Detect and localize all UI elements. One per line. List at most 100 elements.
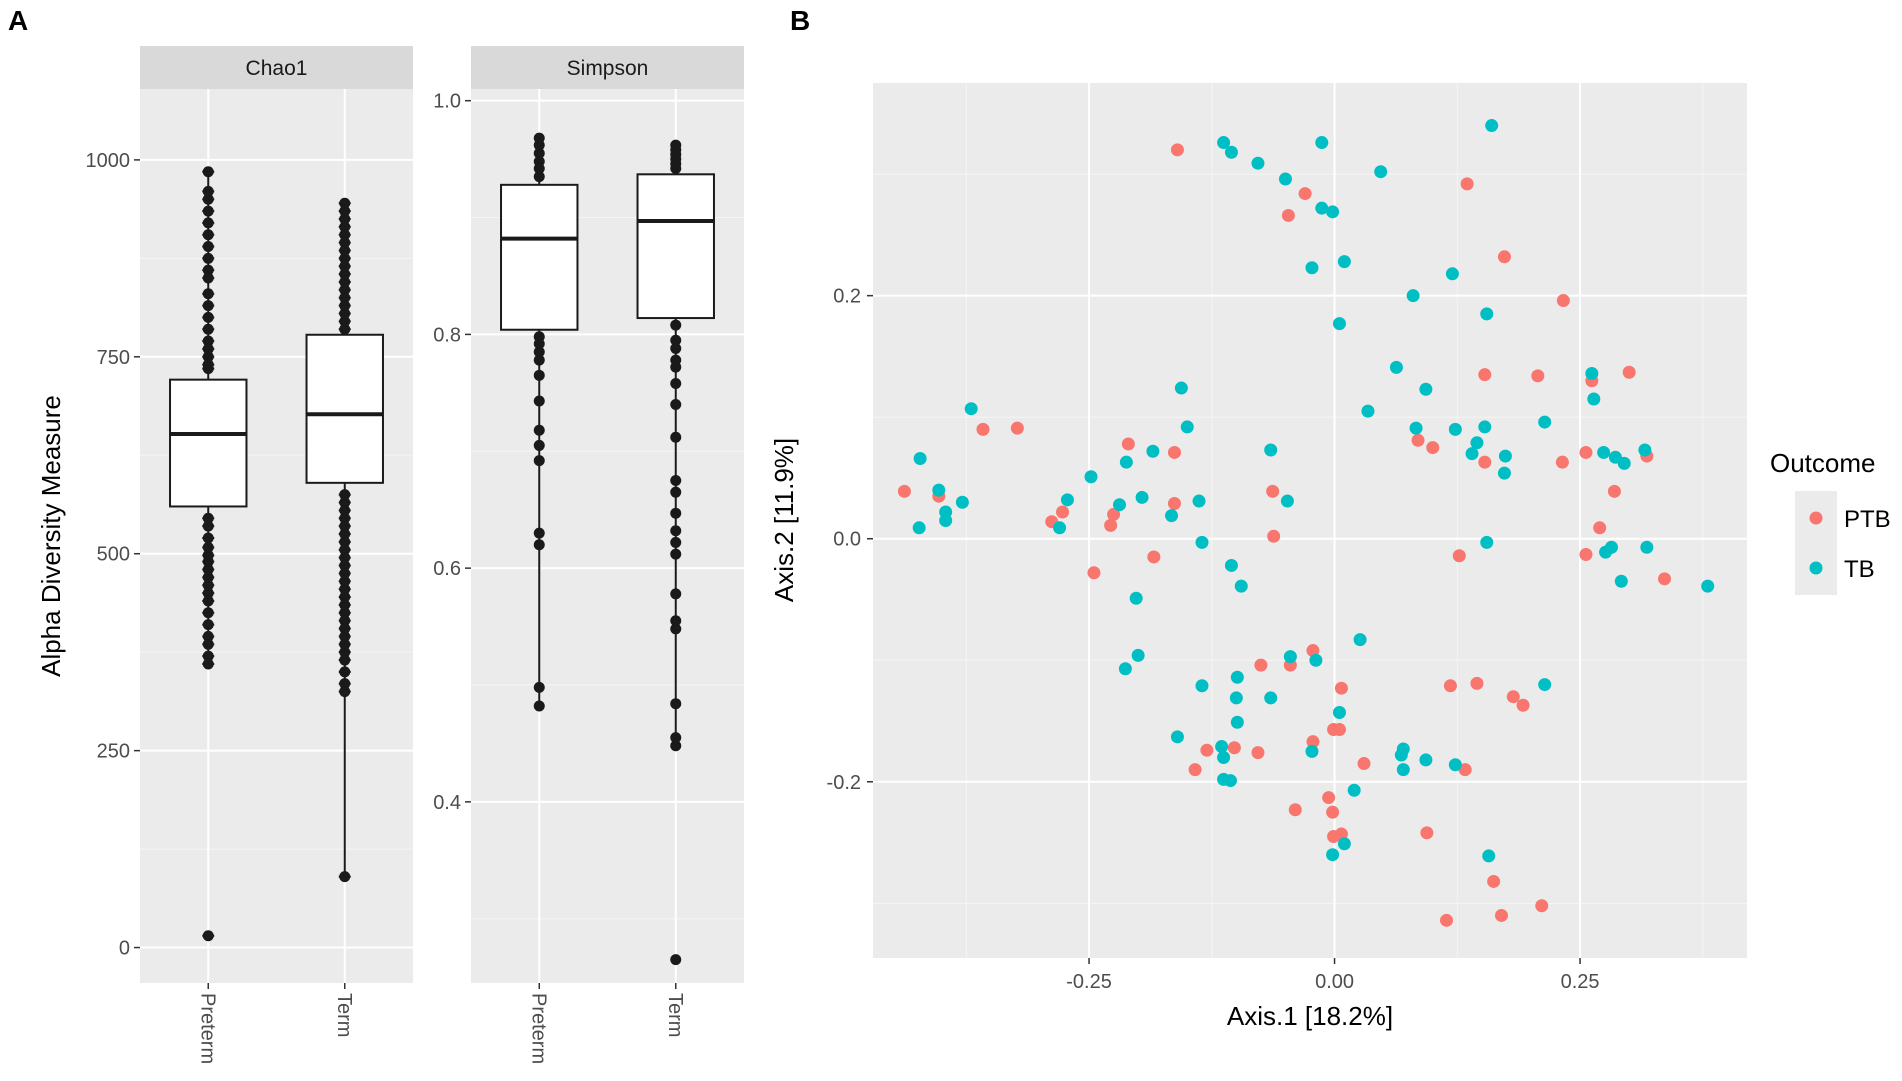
chao1-ytick-label: 500 xyxy=(97,544,130,566)
pcoa-point-ptb xyxy=(1200,743,1214,757)
simpson-point xyxy=(533,539,545,551)
legend-label-ptb: PTB xyxy=(1844,506,1891,533)
pcoa-point-tb xyxy=(1638,443,1652,457)
pcoa-point-tb xyxy=(1497,466,1511,480)
chao1-point xyxy=(202,272,214,284)
pcoa-ytick-label: 0.2 xyxy=(833,286,861,308)
pcoa-point-ptb xyxy=(1516,698,1530,712)
pcoa-point-tb xyxy=(1485,119,1499,133)
pcoa-point-ptb xyxy=(1478,455,1492,469)
chao1-point xyxy=(202,563,214,575)
pcoa-point-ptb xyxy=(1622,365,1636,379)
simpson-point xyxy=(533,338,545,350)
chao1-point xyxy=(339,544,351,556)
chao1-marks xyxy=(169,166,384,942)
pcoa-point-tb xyxy=(1165,509,1179,523)
chao1-point xyxy=(339,300,351,312)
pcoa-point-tb xyxy=(913,452,927,466)
chao1-point xyxy=(202,252,214,264)
pcoa-point-tb xyxy=(1617,456,1631,470)
simpson-point xyxy=(670,740,682,752)
pcoa-point-tb xyxy=(1332,317,1346,331)
chao1-point xyxy=(339,512,351,524)
pcoa-point-tb xyxy=(1224,558,1238,572)
pcoa-point-tb xyxy=(1465,447,1479,461)
simpson-y-axis: 0.4 0.6 0.8 1.0 xyxy=(433,91,471,814)
pcoa-point-tb xyxy=(1326,848,1340,862)
legend-key-tb xyxy=(1809,561,1823,575)
pcoa-point-tb xyxy=(1264,443,1278,457)
chao1-point xyxy=(339,260,351,272)
chao1-point xyxy=(339,323,351,335)
chao1-point xyxy=(202,264,214,276)
pcoa-plot-background xyxy=(873,83,1747,958)
chao1-ytick-label: 0 xyxy=(119,938,130,960)
chao1-point xyxy=(339,623,351,635)
chao1-point xyxy=(202,638,214,650)
pcoa-point-tb xyxy=(1587,392,1601,406)
chao1-xtick-label: Term xyxy=(333,993,355,1037)
chao1-point xyxy=(339,244,351,256)
pcoa-point-ptb xyxy=(1555,455,1569,469)
simpson-point xyxy=(533,147,545,159)
pcoa-point-tb xyxy=(1332,706,1346,720)
simpson-point xyxy=(670,334,682,346)
pcoa-point-tb xyxy=(1389,360,1403,374)
simpson-point xyxy=(533,395,545,407)
chao1-point xyxy=(202,532,214,544)
pcoa-points xyxy=(897,119,1715,927)
pcoa-point-tb xyxy=(1361,404,1375,418)
pcoa-point-tb xyxy=(1353,633,1367,647)
pcoa-point-tb xyxy=(1597,445,1611,459)
pcoa-point-ptb xyxy=(1227,741,1241,755)
pcoa-point-tb xyxy=(1118,662,1132,676)
simpson-point xyxy=(670,486,682,498)
pcoa-point-tb xyxy=(1217,750,1231,764)
simpson-xtick-label: Preterm xyxy=(527,993,549,1064)
simpson-point xyxy=(670,525,682,537)
pcoa-point-ptb xyxy=(1281,208,1295,222)
simpson-point xyxy=(670,507,682,519)
chao1-point xyxy=(339,197,351,209)
pcoa-point-tb xyxy=(1305,744,1319,758)
pcoa-point-tb xyxy=(1170,730,1184,744)
pcoa-point-ptb xyxy=(1579,548,1593,562)
legend-label-tb: TB xyxy=(1844,556,1875,583)
chao1-point xyxy=(339,686,351,698)
simpson-point xyxy=(670,399,682,411)
pcoa-xtick-label: -0.25 xyxy=(1066,971,1112,993)
simpson-strip xyxy=(471,46,744,89)
chao1-point xyxy=(202,512,214,524)
chao1-point xyxy=(202,556,214,568)
pcoa-point-tb xyxy=(1223,774,1237,788)
pcoa-point-tb xyxy=(1538,415,1552,429)
pcoa-point-ptb xyxy=(1443,679,1457,693)
pcoa-point-ptb xyxy=(1658,572,1672,586)
chao1-point xyxy=(339,666,351,678)
simpson-point xyxy=(670,319,682,331)
pcoa-point-tb xyxy=(1396,763,1410,777)
pcoa-point-tb xyxy=(932,483,946,497)
pcoa-point-ptb xyxy=(1332,723,1346,737)
chao1-point xyxy=(202,343,214,355)
pcoa-point-tb xyxy=(1195,679,1209,693)
pcoa-point-tb xyxy=(1394,748,1408,762)
chao1-ytick-label: 1000 xyxy=(86,150,131,172)
pcoa-xtick-label: 0.25 xyxy=(1561,971,1600,993)
pcoa-point-tb xyxy=(1283,650,1297,664)
chao1-point xyxy=(339,654,351,666)
pcoa-point-tb xyxy=(1264,691,1278,705)
simpson-point xyxy=(670,954,682,966)
chao1-point xyxy=(202,241,214,253)
pcoa-point-ptb xyxy=(1326,805,1340,819)
pcoa-point-ptb xyxy=(1460,177,1474,191)
pcoa-point-ptb xyxy=(1497,250,1511,264)
simpson-ytick-label: 0.6 xyxy=(433,558,461,580)
pcoa-point-tb xyxy=(1640,540,1654,554)
pcoa-point-ptb xyxy=(1440,913,1454,927)
simpson-ytick-label: 0.4 xyxy=(433,792,461,814)
pcoa-point-tb xyxy=(1470,436,1484,450)
chao1-point xyxy=(202,288,214,300)
chao1-point xyxy=(339,205,351,217)
